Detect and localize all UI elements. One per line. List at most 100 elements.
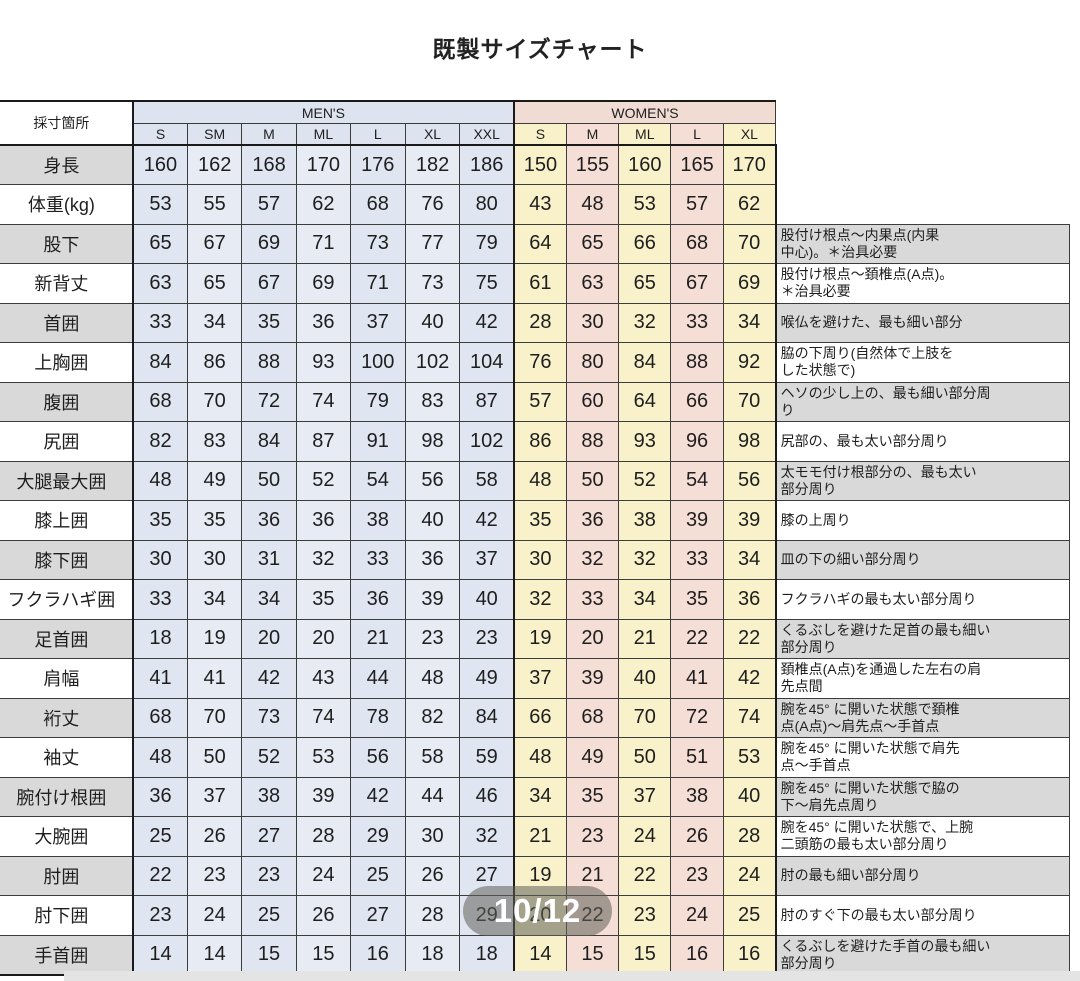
mens-value-cell: 38 [349, 500, 406, 541]
womens-size-header-l: L [670, 123, 724, 146]
womens-value-cell: 16 [722, 934, 777, 976]
womens-value-cell: 76 [512, 342, 567, 383]
mens-value-cell: 43 [295, 658, 351, 699]
mens-value-cell: 78 [349, 697, 406, 738]
mens-value-cell: 67 [187, 223, 243, 264]
womens-value-cell: 70 [722, 223, 777, 264]
womens-value-cell: 36 [722, 579, 777, 620]
mens-size-header-m: M [241, 123, 297, 146]
womens-value-cell: 34 [722, 539, 777, 580]
womens-value-cell: 39 [722, 500, 777, 541]
womens-value-cell: 28 [722, 816, 777, 857]
mens-value-cell: 37 [349, 302, 406, 343]
mens-value-cell: 176 [349, 144, 406, 185]
mens-value-cell: 26 [295, 895, 351, 936]
mens-value-cell: 65 [187, 263, 243, 304]
photo-edge-strip [64, 971, 1080, 981]
mens-value-cell: 46 [459, 776, 515, 817]
mens-value-cell: 37 [459, 539, 515, 580]
table-row: 股下 65 67 69 71 73 77 79 64 65 66 68 70 股付け根点～内果点(内果 中… [0, 223, 1070, 264]
mens-value-cell: 82 [131, 421, 189, 462]
mens-value-cell: 170 [295, 144, 351, 185]
womens-size-header-xl: XL [722, 123, 777, 146]
mens-value-cell: 19 [187, 618, 243, 659]
womens-value-cell: 65 [618, 263, 672, 304]
womens-value-cell: 80 [565, 342, 620, 383]
womens-size-header-m: M [565, 123, 620, 146]
womens-value-cell: 66 [618, 223, 672, 264]
womens-value-cell: 22 [670, 618, 724, 659]
mens-value-cell: 68 [131, 697, 189, 738]
mens-value-cell: 36 [349, 579, 406, 620]
womens-value-cell: 38 [670, 776, 724, 817]
mens-value-cell: 39 [404, 579, 461, 620]
mens-value-cell: 35 [187, 500, 243, 541]
mens-value-cell: 35 [131, 500, 189, 541]
womens-value-cell: 84 [618, 342, 672, 383]
note-cell: 肘のすぐ下の最も太い部分周り [774, 895, 1070, 936]
mens-value-cell: 71 [349, 263, 406, 304]
mens-value-cell: 37 [187, 776, 243, 817]
mens-value-cell: 44 [349, 658, 406, 699]
mens-value-cell: 24 [295, 855, 351, 896]
mens-value-cell: 80 [459, 184, 515, 225]
mens-value-cell: 48 [131, 737, 189, 778]
measurement-label: 大腿最大囲 [0, 460, 134, 501]
womens-value-cell: 23 [565, 816, 620, 857]
mens-value-cell: 182 [404, 144, 461, 185]
table-row: 肩幅 41 41 42 43 44 48 49 37 39 40 41 42 頚椎点(A点)を通過した左右… [0, 658, 1070, 699]
womens-value-cell: 15 [618, 934, 672, 976]
mens-value-cell: 41 [131, 658, 189, 699]
womens-value-cell: 155 [565, 144, 620, 185]
womens-value-cell: 35 [512, 500, 567, 541]
mens-value-cell: 36 [131, 776, 189, 817]
note-cell: 尻部の、最も太い部分周り [774, 421, 1070, 462]
mens-value-cell: 35 [295, 579, 351, 620]
womens-value-cell: 14 [512, 934, 567, 976]
mens-value-cell: 22 [131, 855, 189, 896]
womens-value-cell: 30 [512, 539, 567, 580]
womens-value-cell: 48 [565, 184, 620, 225]
mens-value-cell: 84 [131, 342, 189, 383]
womens-value-cell: 93 [618, 421, 672, 462]
mens-value-cell: 98 [404, 421, 461, 462]
womens-value-cell: 150 [512, 144, 567, 185]
mens-value-cell: 27 [241, 816, 297, 857]
womens-value-cell: 88 [565, 421, 620, 462]
womens-value-cell: 165 [670, 144, 724, 185]
mens-value-cell: 79 [349, 381, 406, 422]
womens-value-cell: 53 [618, 184, 672, 225]
mens-value-cell: 18 [404, 934, 461, 976]
womens-value-cell: 25 [722, 895, 777, 936]
mens-value-cell: 42 [349, 776, 406, 817]
womens-value-cell: 37 [512, 658, 567, 699]
womens-value-cell: 30 [565, 302, 620, 343]
mens-value-cell: 25 [349, 855, 406, 896]
mens-value-cell: 25 [131, 816, 189, 857]
mens-value-cell: 100 [349, 342, 406, 383]
mens-value-cell: 87 [459, 381, 515, 422]
mens-size-header-s: S [131, 123, 189, 146]
mens-size-header-sm: SM [187, 123, 243, 146]
mens-size-header-ml: ML [295, 123, 351, 146]
mens-value-cell: 40 [404, 500, 461, 541]
mens-value-cell: 42 [459, 500, 515, 541]
womens-value-cell: 170 [722, 144, 777, 185]
mens-value-cell: 49 [459, 658, 515, 699]
womens-value-cell: 53 [722, 737, 777, 778]
mens-value-cell: 33 [131, 302, 189, 343]
mens-value-cell: 23 [404, 618, 461, 659]
measurement-label: 腕付け根囲 [0, 776, 134, 817]
mens-value-cell: 36 [295, 500, 351, 541]
table-row: 首囲 33 34 35 36 37 40 42 28 30 32 33 34 喉仏を避けた、最も細い部分 [0, 302, 1070, 343]
measurement-label: 膝下囲 [0, 539, 134, 580]
mens-value-cell: 41 [187, 658, 243, 699]
mens-value-cell: 57 [241, 184, 297, 225]
womens-value-cell: 69 [722, 263, 777, 304]
mens-value-cell: 44 [404, 776, 461, 817]
mens-value-cell: 70 [187, 697, 243, 738]
mens-value-cell: 15 [295, 934, 351, 976]
womens-value-cell: 62 [722, 184, 777, 225]
mens-value-cell: 34 [187, 302, 243, 343]
womens-value-cell: 60 [565, 381, 620, 422]
